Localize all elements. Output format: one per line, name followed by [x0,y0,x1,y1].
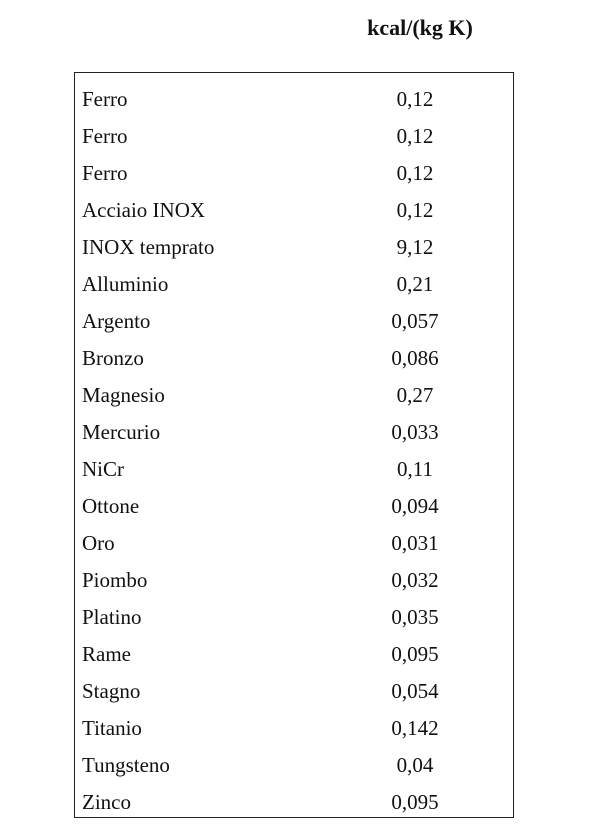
table-row: Acciaio INOX 0,12 [75,192,513,229]
material-name: Platino [82,605,142,629]
table-row: Oro 0,031 [75,525,513,562]
table-row: Zinco 0,095 [75,784,513,821]
specific-heat-value: 0,094 [391,494,439,518]
specific-heat-value: 0,095 [391,642,439,666]
material-name: Ferro [82,87,128,111]
table-row: Tungsteno 0,04 [75,747,513,784]
material-name: Tungsteno [82,753,170,777]
material-name: Titanio [82,716,142,740]
material-name: Ottone [82,494,140,518]
specific-heat-value: 0,27 [396,383,434,407]
specific-heat-value: 0,12 [396,198,434,222]
material-name: Zinco [82,790,131,814]
table-row: Ferro 0,12 [75,118,513,155]
specific-heat-table: Ferro 0,12 Ferro 0,12 Ferro 0,12 Acciaio… [74,72,514,818]
table-row: NiCr 0,11 [75,451,513,488]
specific-heat-value: 0,21 [396,272,434,296]
specific-heat-value: 9,12 [396,235,434,259]
material-name: Ferro [82,124,128,148]
specific-heat-value: 0,035 [391,605,439,629]
table-row: Titanio 0,142 [75,710,513,747]
material-name: Piombo [82,568,148,592]
specific-heat-value: 0,142 [391,716,439,740]
table-row: Ferro 0,12 [75,155,513,192]
table-row: Bronzo 0,086 [75,340,513,377]
specific-heat-value: 0,033 [391,420,439,444]
specific-heat-value: 0,095 [391,790,439,814]
specific-heat-value: 0,086 [391,346,439,370]
table-row: Piombo 0,032 [75,562,513,599]
table-body: Ferro 0,12 Ferro 0,12 Ferro 0,12 Acciaio… [75,81,513,821]
table-row: Ferro 0,12 [75,81,513,118]
material-name: Stagno [82,679,141,703]
table-row: Argento 0,057 [75,303,513,340]
material-name: Argento [82,309,151,333]
specific-heat-value: 0,12 [396,87,434,111]
specific-heat-value: 0,057 [391,309,439,333]
table-row: Rame 0,095 [75,636,513,673]
specific-heat-value: 0,032 [391,568,439,592]
table-row: Alluminio 0,21 [75,266,513,303]
material-name: NiCr [82,457,124,481]
specific-heat-value: 0,12 [396,161,434,185]
unit-column-header: kcal/(kg K) [367,15,473,40]
specific-heat-value: 0,054 [391,679,439,703]
table-row: Platino 0,035 [75,599,513,636]
material-name: Oro [82,531,115,555]
material-name: Bronzo [82,346,144,370]
specific-heat-value: 0,04 [396,753,434,777]
material-name: Acciaio INOX [82,198,206,222]
material-name: Rame [82,642,131,666]
material-name: Ferro [82,161,128,185]
specific-heat-value: 0,031 [391,531,439,555]
material-name: INOX temprato [82,235,215,259]
table-row: Magnesio 0,27 [75,377,513,414]
material-name: Magnesio [82,383,165,407]
specific-heat-value: 0,11 [397,457,433,481]
table-row: INOX temprato 9,12 [75,229,513,266]
specific-heat-value: 0,12 [396,124,434,148]
table-row: Stagno 0,054 [75,673,513,710]
table-row: Ottone 0,094 [75,488,513,525]
material-name: Mercurio [82,420,161,444]
table-row: Mercurio 0,033 [75,414,513,451]
material-name: Alluminio [82,272,169,296]
